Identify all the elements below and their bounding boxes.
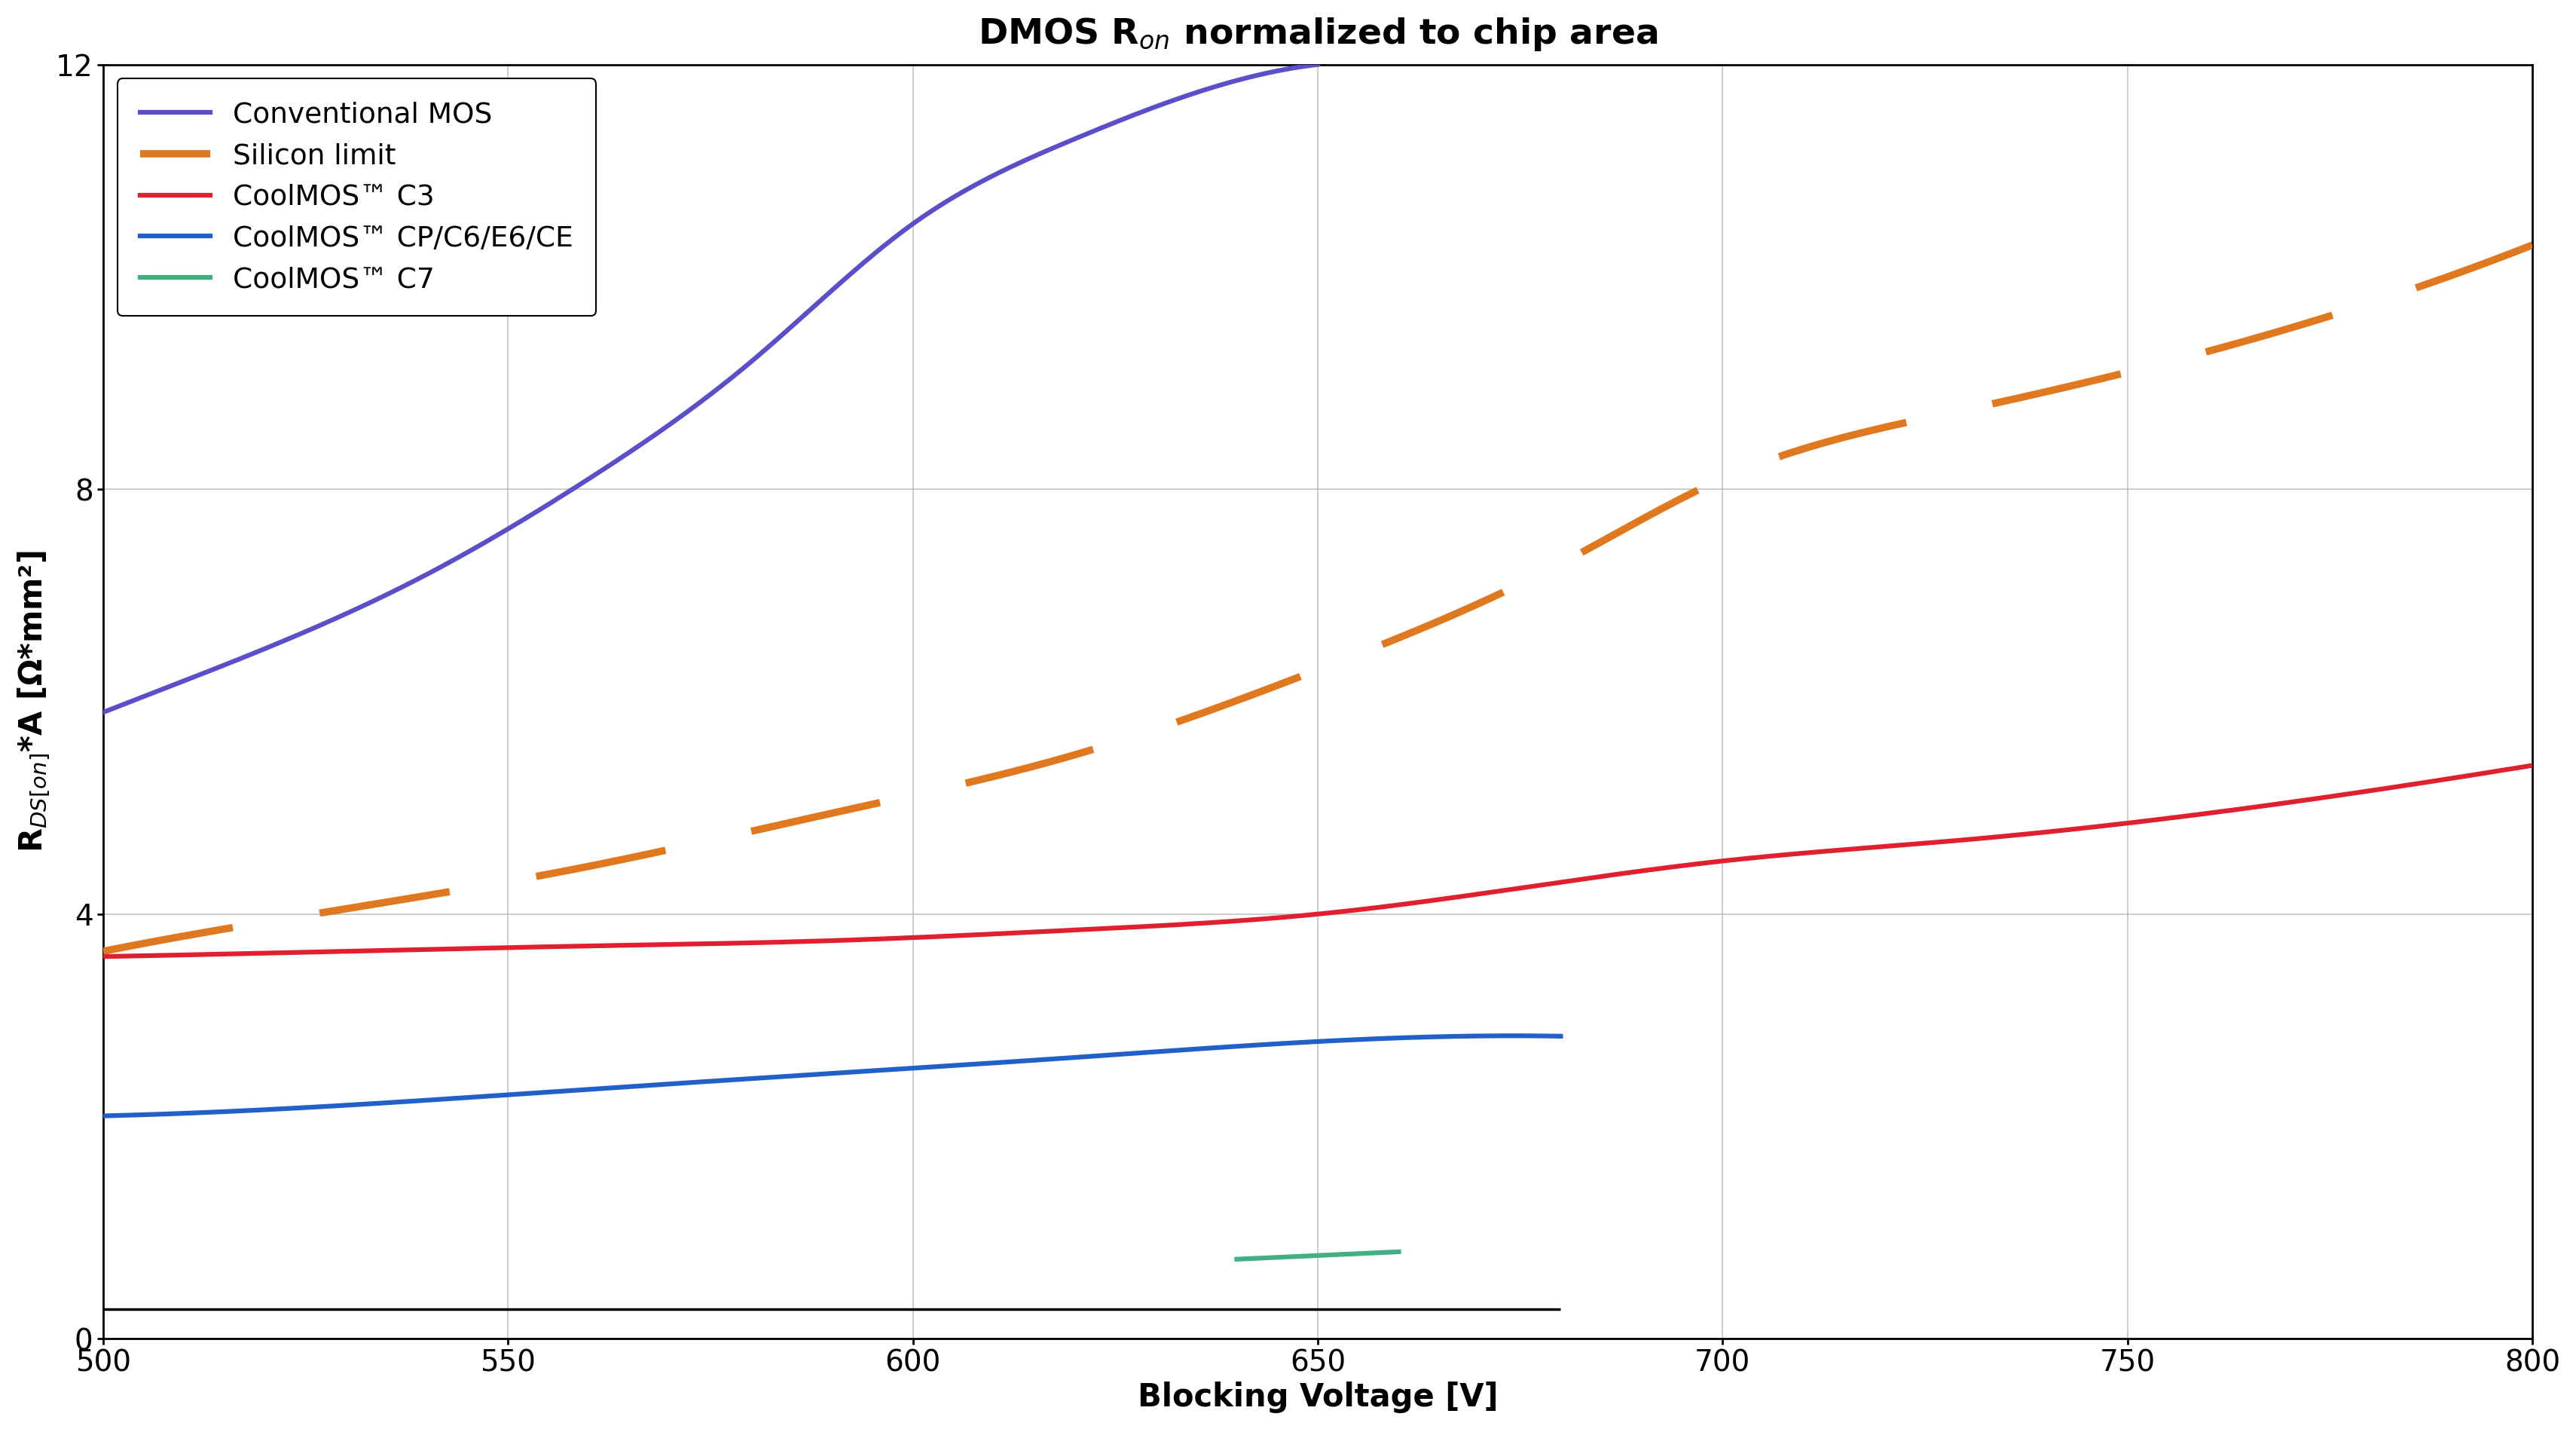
Legend: Conventional MOS, Silicon limit, CoolMOS™ C3, CoolMOS™ CP/C6/E6/CE, CoolMOS™ C7: Conventional MOS, Silicon limit, CoolMOS…	[118, 79, 595, 316]
Conventional MOS	[1303, 56, 1334, 73]
Silicon limit	[2290, 316, 2321, 333]
Line: CoolMOS™ CP/C6/E6/CE: CoolMOS™ CP/C6/E6/CE	[103, 1036, 1561, 1116]
X-axis label: Blocking Voltage [V]: Blocking Voltage [V]	[1139, 1382, 1499, 1413]
Silicon limit	[1574, 539, 1605, 556]
CoolMOS™ CP/C6/E6/CE	[93, 1107, 124, 1125]
Conventional MOS	[811, 287, 842, 304]
CoolMOS™ C3	[95, 947, 126, 965]
Conventional MOS	[1110, 109, 1141, 126]
CoolMOS™ C3	[1533, 876, 1564, 893]
Y-axis label: R$_{DS[on]}$*A [Ω*mm²]: R$_{DS[on]}$*A [Ω*mm²]	[15, 550, 52, 853]
CoolMOS™ CP/C6/E6/CE	[979, 1055, 1010, 1072]
Silicon limit	[95, 942, 126, 959]
Silicon limit	[1525, 564, 1556, 582]
Silicon limit	[2517, 236, 2548, 253]
CoolMOS™ C7	[1383, 1243, 1414, 1260]
CoolMOS™ CP/C6/E6/CE	[1316, 1032, 1347, 1049]
Conventional MOS	[806, 290, 837, 307]
CoolMOS™ C3	[2517, 757, 2548, 775]
CoolMOS™ C3	[2290, 792, 2321, 809]
CoolMOS™ CP/C6/E6/CE	[1546, 1027, 1577, 1045]
Conventional MOS	[832, 269, 863, 286]
CoolMOS™ CP/C6/E6/CE	[951, 1056, 981, 1073]
Silicon limit	[1533, 562, 1564, 579]
CoolMOS™ C3	[1525, 876, 1556, 893]
Line: CoolMOS™ C7: CoolMOS™ C7	[1236, 1252, 1399, 1259]
Conventional MOS	[1188, 81, 1218, 99]
CoolMOS™ C3	[2136, 812, 2166, 829]
Silicon limit	[88, 943, 118, 960]
CoolMOS™ C3	[88, 947, 118, 965]
CoolMOS™ CP/C6/E6/CE	[956, 1056, 987, 1073]
CoolMOS™ CP/C6/E6/CE	[1409, 1029, 1440, 1046]
Line: Conventional MOS: Conventional MOS	[103, 64, 1319, 712]
Conventional MOS	[88, 703, 118, 720]
CoolMOS™ C7	[1221, 1250, 1252, 1268]
CoolMOS™ CP/C6/E6/CE	[1497, 1027, 1528, 1045]
CoolMOS™ CP/C6/E6/CE	[88, 1107, 118, 1125]
Title: DMOS R$_{on}$ normalized to chip area: DMOS R$_{on}$ normalized to chip area	[979, 16, 1659, 53]
CoolMOS™ C3	[1574, 869, 1605, 886]
Silicon limit	[2136, 357, 2166, 374]
Conventional MOS	[93, 702, 124, 719]
Line: CoolMOS™ C3: CoolMOS™ C3	[103, 766, 2532, 956]
Line: Silicon limit: Silicon limit	[103, 244, 2532, 952]
